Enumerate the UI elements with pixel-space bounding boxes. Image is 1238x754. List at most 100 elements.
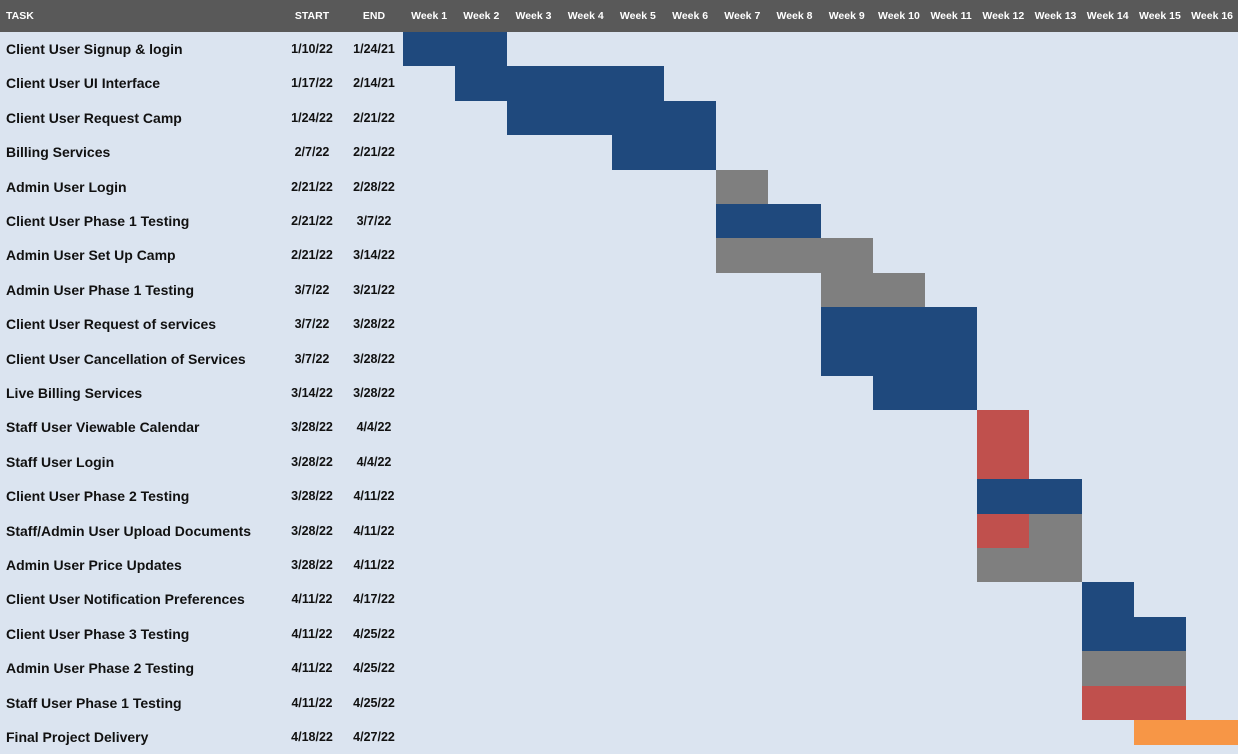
task-start-date: 1/10/22 [291,42,333,56]
task-name: Client User Phase 1 Testing [6,213,190,229]
task-start-date: 4/11/22 [291,661,333,676]
gantt-bar [1081,616,1186,652]
week-header: Week 9 [828,10,865,22]
task-end-date: 2/21/22 [353,145,395,160]
week-header: Week 1 [411,10,448,22]
task-name: Staff User Phase 1 Testing [6,694,182,711]
task-column-header: TASK [6,10,34,22]
task-end-date: 4/4/22 [356,454,392,469]
task-name: Client User Notification Preferences [6,591,245,608]
task-start-date: 2/21/22 [291,248,333,263]
task-end-date: 4/25/22 [353,626,395,641]
task-start-date: 4/11/22 [291,592,333,607]
start-column-header: START [294,10,330,22]
task-name: Admin User Price Updates [6,557,182,573]
task-name: Admin User Phase 2 Testing [6,660,195,677]
task-start-date: 2/21/22 [291,179,333,194]
gantt-bar [1081,685,1186,720]
gantt-bar [403,32,508,67]
week-header: Week 5 [619,10,656,22]
task-start-date: 4/11/22 [291,626,333,641]
week-header: Week 11 [930,10,972,22]
week-header: Week 7 [724,10,761,22]
task-end-date: 2/28/22 [353,179,395,194]
week-header: Week 10 [877,10,920,22]
gantt-bar [977,548,1082,583]
task-name: Client User UI Interface [6,75,161,92]
task-name: Billing Services [6,144,111,161]
week-header: Week 2 [463,10,500,22]
gantt-bar [611,135,717,170]
task-name: Client User Request of services [6,316,217,333]
gantt-bar [872,376,978,411]
week-header: Week 14 [1086,10,1129,22]
task-name: Admin User Login [6,178,127,195]
task-end-date: 3/7/22 [356,214,392,228]
task-end-date: 3/14/22 [353,248,395,263]
gantt-bar [820,341,978,376]
task-end-date: 4/25/22 [353,695,395,710]
week-header: Week 12 [982,10,1025,22]
task-end-date: 2/21/22 [353,110,395,125]
gantt-bar [977,479,1082,514]
task-start-date: 3/7/22 [294,317,330,332]
week-header: Week 6 [672,10,709,22]
task-end-date: 4/25/22 [353,661,395,676]
gantt-bar [820,307,978,342]
task-end-date: 1/24/21 [353,42,395,56]
task-start-date: 3/28/22 [291,454,333,469]
task-end-date: 4/27/22 [353,730,395,744]
task-name: Client User Signup & login [6,41,183,57]
gantt-bar [1029,513,1082,548]
task-name: Staff User Login [6,453,115,470]
task-start-date: 3/7/22 [294,282,330,297]
week-header: Week 3 [515,10,552,22]
gantt-bar [455,66,664,101]
gantt-bar [1081,651,1186,686]
gantt-bar [507,100,717,136]
task-name: Live Billing Services [6,385,143,401]
task-end-date: 3/28/22 [353,351,395,366]
task-name: Final Project Delivery [6,729,149,745]
header-row: TASK START END [0,0,1238,32]
task-start-date: 3/28/22 [291,523,333,538]
task-name: Client User Cancellation of Services [6,350,246,367]
task-start-date: 1/17/22 [291,76,333,91]
week-header: Week 15 [1138,10,1181,22]
task-end-date: 4/17/22 [353,592,395,607]
task-start-date: 4/11/22 [291,695,333,710]
gantt-bar [716,204,821,239]
end-column-header: END [362,10,386,22]
task-end-date: 3/21/22 [353,282,395,297]
task-start-date: 3/28/22 [291,420,333,435]
task-name: Staff/Admin User Upload Documents [6,522,252,539]
task-end-date: 4/11/22 [353,489,395,504]
week-header: Week 13 [1034,10,1077,22]
task-name: Staff User Viewable Calendar [6,419,200,436]
week-header: Week 4 [567,10,604,22]
task-start-date: 3/14/22 [291,386,333,400]
task-name: Admin User Phase 1 Testing [6,281,195,298]
gantt-bar [977,513,1030,548]
task-start-date: 3/28/22 [291,489,333,504]
task-start-date: 2/7/22 [294,145,330,160]
task-end-date: 2/14/21 [353,76,395,91]
gantt-bar [977,444,1030,480]
gantt-bar [1133,720,1238,745]
task-end-date: 3/28/22 [353,386,395,400]
week-header: Week 8 [776,10,813,22]
task-end-date: 3/28/22 [353,317,395,332]
gantt-bar [716,169,769,204]
task-start-date: 1/24/22 [291,110,333,125]
task-start-date: 3/7/22 [294,351,330,366]
task-start-date: 3/28/22 [291,558,333,572]
task-name: Client User Phase 2 Testing [6,488,190,505]
task-start-date: 2/21/22 [291,214,333,228]
gantt-bar [1081,582,1134,617]
task-end-date: 4/11/22 [353,523,395,538]
task-name: Client User Phase 3 Testing [6,625,190,642]
gantt-bar [977,410,1030,445]
task-end-date: 4/4/22 [356,420,392,435]
gantt-bar [820,272,925,308]
